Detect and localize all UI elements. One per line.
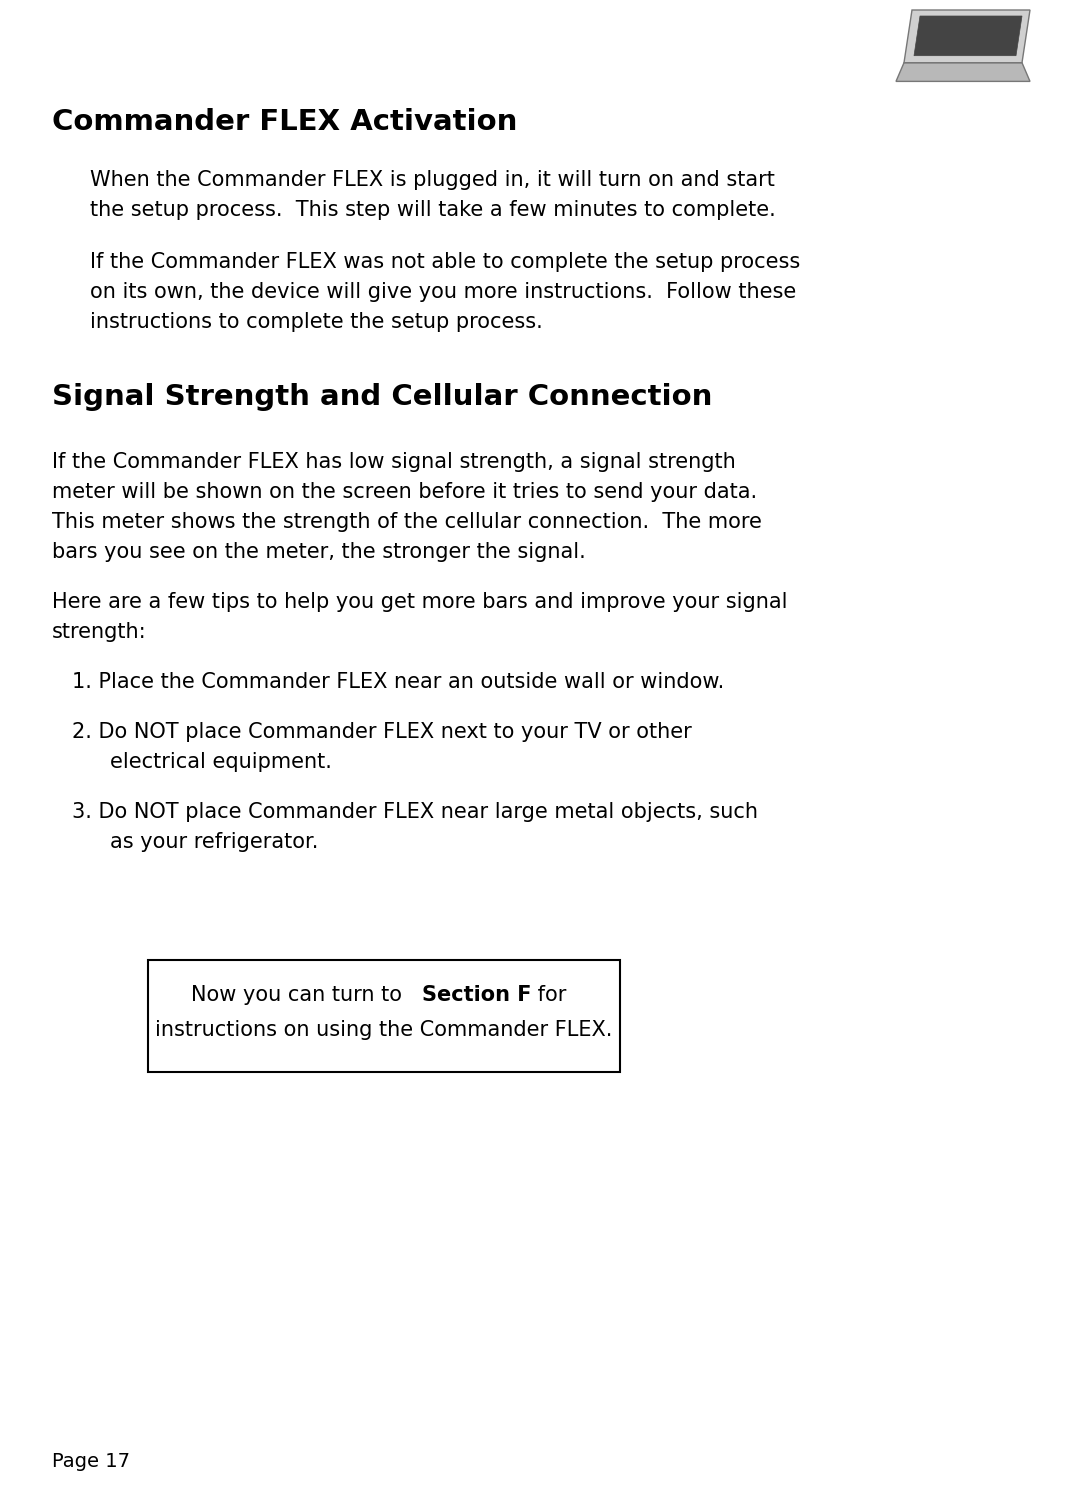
Polygon shape (914, 16, 1022, 55)
Text: strength:: strength: (52, 621, 146, 642)
Text: 2. Do NOT place Commander FLEX next to your TV or other: 2. Do NOT place Commander FLEX next to y… (72, 722, 692, 743)
Text: When the Commander FLEX is plugged in, it will turn on and start: When the Commander FLEX is plugged in, i… (90, 171, 775, 190)
Bar (148, 960, 621, 1072)
Text: instructions to complete the setup process.: instructions to complete the setup proce… (90, 311, 543, 332)
Text: Here are a few tips to help you get more bars and improve your signal: Here are a few tips to help you get more… (52, 591, 787, 612)
Text: Commander FLEX Activation: Commander FLEX Activation (52, 108, 517, 136)
Text: electrical equipment.: electrical equipment. (110, 751, 332, 772)
Text: Signal Strength and Cellular Connection: Signal Strength and Cellular Connection (52, 383, 712, 412)
Text: 1. Place the Commander FLEX near an outside wall or window.: 1. Place the Commander FLEX near an outs… (72, 672, 724, 692)
Text: for: for (531, 985, 566, 1004)
Text: If the Commander FLEX has low signal strength, a signal strength: If the Commander FLEX has low signal str… (52, 452, 736, 472)
Text: 3. Do NOT place Commander FLEX near large metal objects, such: 3. Do NOT place Commander FLEX near larg… (72, 802, 758, 822)
Text: on its own, the device will give you more instructions.  Follow these: on its own, the device will give you mor… (90, 281, 797, 302)
Text: Page 17: Page 17 (52, 1452, 130, 1472)
Text: bars you see on the meter, the stronger the signal.: bars you see on the meter, the stronger … (52, 542, 585, 561)
Text: instructions on using the Commander FLEX.: instructions on using the Commander FLEX… (155, 1019, 613, 1040)
Polygon shape (896, 63, 1030, 81)
Text: the setup process.  This step will take a few minutes to complete.: the setup process. This step will take a… (90, 201, 775, 220)
Text: This meter shows the strength of the cellular connection.  The more: This meter shows the strength of the cel… (52, 512, 761, 531)
Text: If the Commander FLEX was not able to complete the setup process: If the Commander FLEX was not able to co… (90, 251, 800, 272)
Polygon shape (904, 10, 1030, 63)
Text: Now you can turn to: Now you can turn to (190, 985, 408, 1004)
Text: as your refrigerator.: as your refrigerator. (110, 832, 318, 852)
Text: Section F: Section F (422, 985, 532, 1004)
Text: meter will be shown on the screen before it tries to send your data.: meter will be shown on the screen before… (52, 482, 757, 501)
